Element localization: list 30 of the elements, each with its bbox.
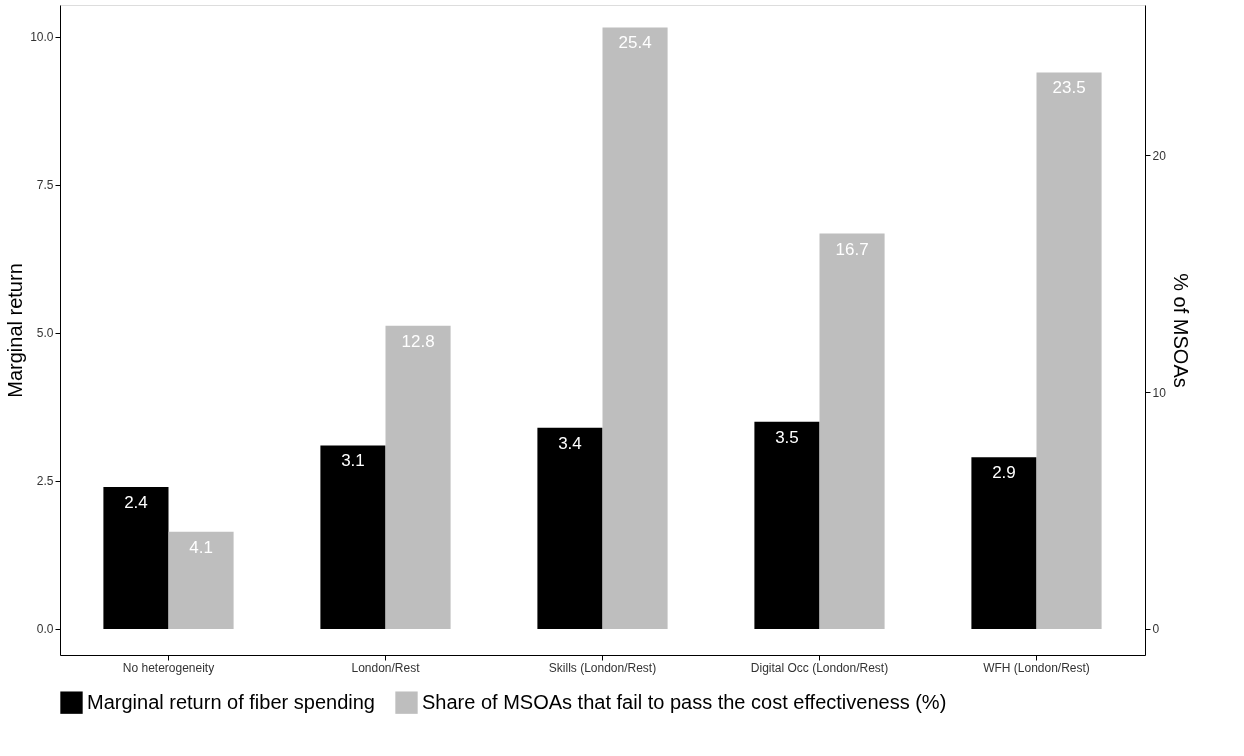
bar: [971, 457, 1037, 629]
y-axis-title: Marginal return: [4, 263, 27, 398]
y-tick-label: 7.5: [36, 178, 54, 193]
y-tick-label: 2.5: [36, 474, 54, 489]
y-tick-label: 10.0: [30, 30, 54, 45]
legend-label: Share of MSOAs that fail to pass the cost effectiveness (%): [422, 690, 947, 713]
x-tick-label: No heterogeneity: [122, 660, 215, 675]
x-tick-label: Skills (London/Rest): [548, 660, 657, 675]
data-label: 4.1: [189, 537, 213, 557]
x-tick-label: WFH (London/Rest): [983, 660, 1090, 675]
y2-tick-label: 0: [1152, 622, 1160, 637]
legend-label: Marginal return of fiber spending: [87, 690, 375, 713]
data-label: 25.4: [618, 33, 652, 53]
data-label: 2.9: [992, 463, 1016, 483]
data-label: 16.7: [835, 239, 869, 259]
y2-axis-title: % of MSOAs: [1169, 273, 1192, 388]
data-label: 3.1: [341, 451, 365, 471]
data-label: 3.5: [775, 427, 799, 447]
y2-tick-label: 10: [1152, 385, 1167, 400]
x-tick-label: London/Rest: [351, 660, 421, 675]
x-tick-label: Digital Occ (London/Rest): [750, 660, 889, 675]
y2-tick-label: 20: [1152, 148, 1167, 163]
bar: [1036, 72, 1102, 629]
y-tick-label: 5.0: [36, 326, 54, 341]
data-label: 3.4: [558, 433, 582, 453]
data-label: 23.5: [1052, 78, 1086, 98]
data-label: 12.8: [401, 331, 435, 351]
data-label: 2.4: [124, 492, 148, 512]
bar: [602, 27, 668, 629]
y-tick-label: 0.0: [36, 622, 54, 637]
